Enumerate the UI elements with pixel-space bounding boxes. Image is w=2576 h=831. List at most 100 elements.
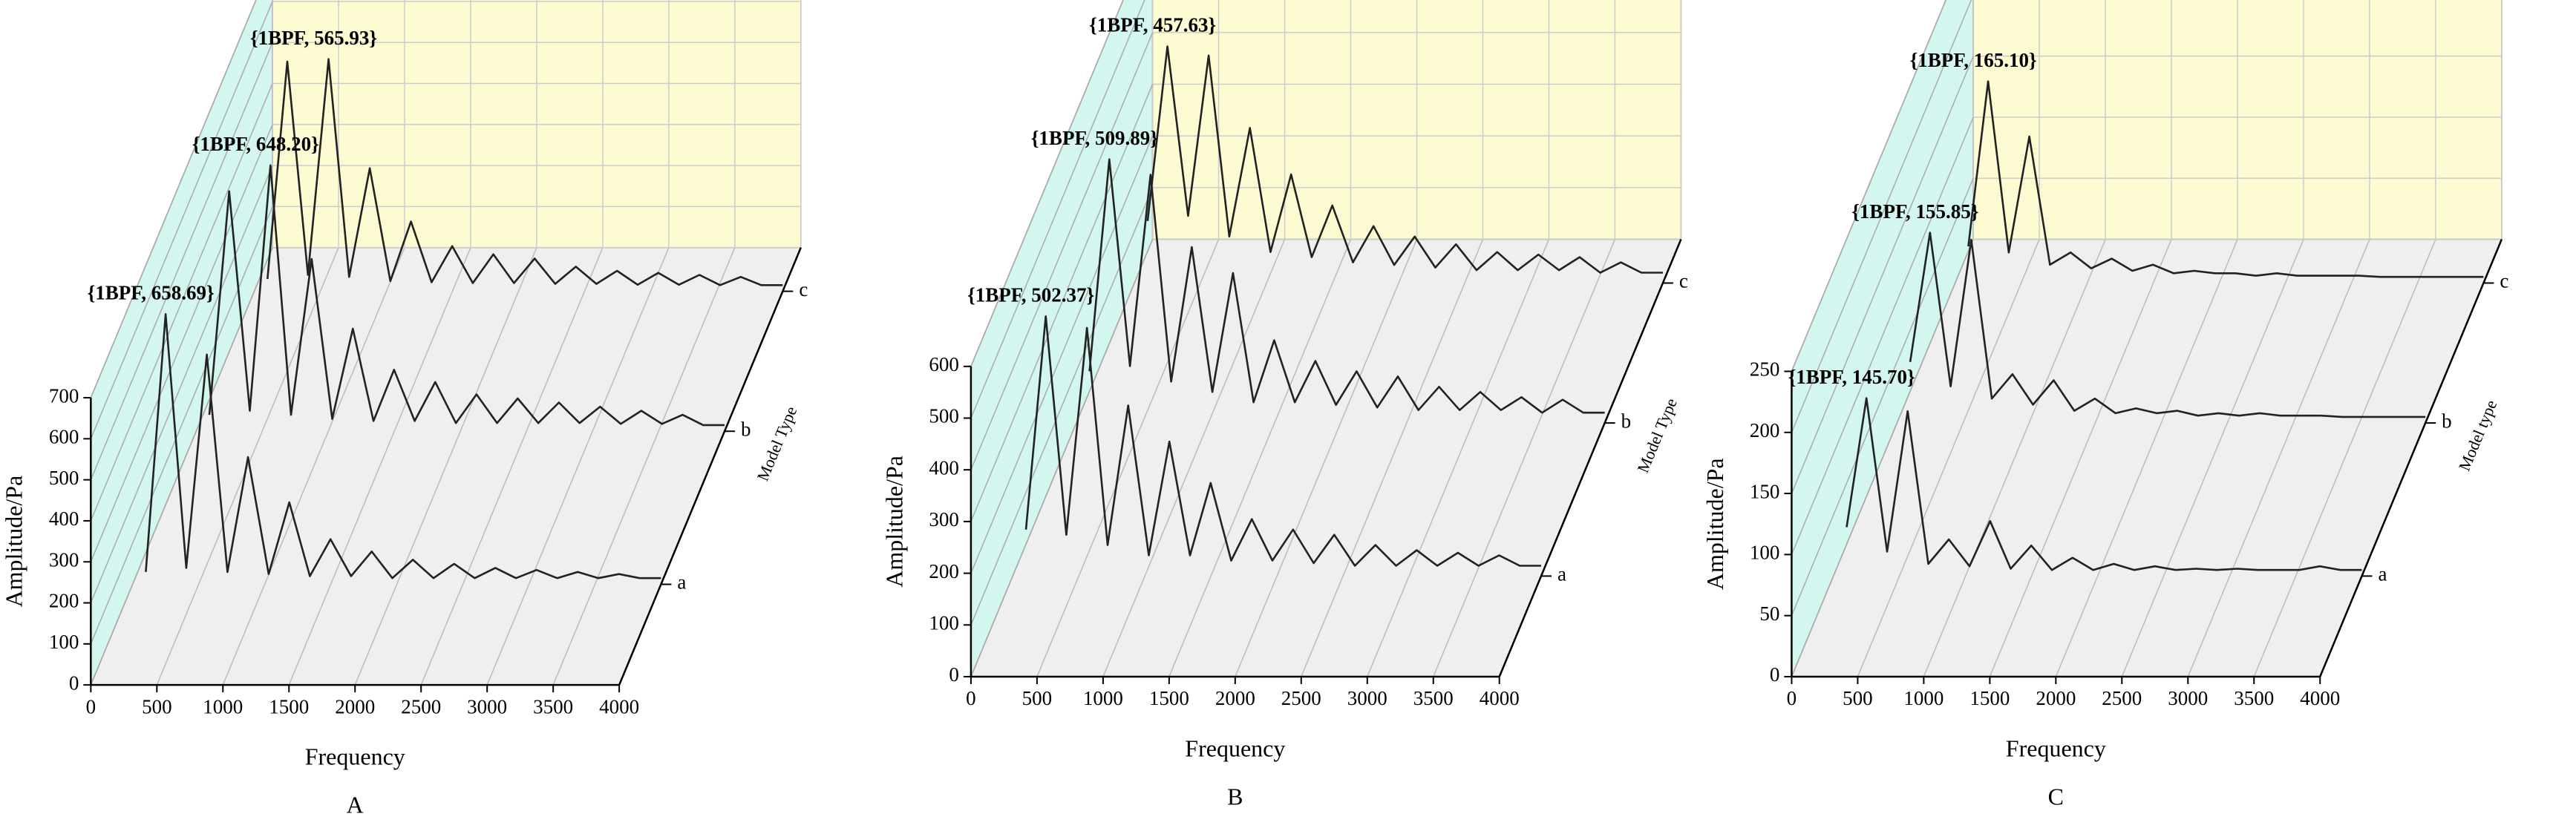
peak-annotation: {1BPF, 648.20}	[192, 133, 319, 155]
x-tick-label: 3000	[1347, 687, 1387, 709]
floor-grid-line	[1433, 239, 1616, 677]
side-grid-line	[970, 84, 1154, 522]
floor-grid-line	[2121, 239, 2304, 677]
x-axis-label: Frequency	[305, 743, 405, 769]
floor-grid-line	[2253, 239, 2436, 677]
x-axis-label: Frequency	[1185, 735, 1285, 761]
y-tick-label: 400	[49, 508, 79, 530]
spectrum-line	[145, 312, 661, 579]
x-tick-label: 0	[86, 695, 97, 717]
x-tick-label: 3500	[533, 695, 573, 717]
y-tick-label: 300	[929, 508, 959, 531]
series-label: b	[741, 418, 751, 440]
y-tick-label: 600	[49, 426, 79, 448]
peak-annotation: {1BPF, 658.69}	[88, 282, 215, 304]
y-tick-label: 250	[1750, 358, 1780, 381]
x-tick-label: 0	[1787, 687, 1797, 709]
y-tick-label: 100	[929, 611, 959, 634]
floor-grid-line	[486, 247, 670, 686]
x-tick-label: 2500	[1281, 687, 1321, 709]
side-grid-line	[970, 187, 1154, 625]
peak-annotation: {1BPF, 145.70}	[1788, 366, 1915, 388]
y-tick-label: 50	[1759, 602, 1779, 625]
x-tick-label: 4000	[2300, 687, 2340, 709]
x-tick-label: 0	[966, 687, 976, 709]
y-tick-label: 200	[929, 560, 959, 582]
y-tick-label: 0	[69, 671, 79, 694]
peak-annotation: {1BPF, 502.37}	[967, 283, 1094, 306]
floor-grid-line	[288, 247, 471, 686]
x-tick-label: 2500	[2102, 687, 2142, 709]
side-grid-line	[1791, 239, 1974, 677]
series-label: a	[2379, 563, 2387, 585]
spectrum-line	[1146, 45, 1663, 274]
floor-grid-line	[1301, 239, 1484, 677]
side-grid-line	[1791, 0, 1972, 433]
z-axis-label: Model Type	[1633, 395, 1681, 476]
z-axis-label: Model Type	[753, 404, 801, 484]
peak-annotation: {1BPF, 155.85}	[1851, 200, 1978, 223]
floor-grid-line	[1989, 239, 2172, 677]
spectrum-line	[208, 164, 725, 427]
peak-annotation: {1BPF, 165.10}	[1910, 49, 2037, 71]
caption: B	[1227, 783, 1243, 809]
y-tick-label: 100	[1750, 542, 1780, 564]
floor-grid-line	[222, 247, 405, 686]
y-tick-label: 500	[929, 405, 959, 427]
side-grid-line	[90, 124, 273, 562]
side-grid-line	[90, 42, 273, 480]
spectrum-line	[1846, 397, 2362, 571]
side-grid-line	[970, 0, 1145, 418]
series-label: b	[1621, 410, 1632, 432]
x-tick-label: 1500	[1149, 687, 1189, 709]
y-tick-label: 600	[929, 353, 959, 375]
series-label: b	[2442, 410, 2452, 432]
x-tick-label: 500	[1843, 687, 1873, 709]
x-tick-label: 2000	[335, 695, 375, 717]
z-axis-label: Model type	[2455, 397, 2501, 473]
y-tick-label: 700	[49, 384, 79, 407]
y-tick-label: 400	[929, 456, 959, 479]
floor-grid-line	[1367, 239, 1550, 677]
y-tick-label: 0	[1770, 663, 1780, 686]
side-grid-line	[970, 135, 1154, 574]
floor-grid-line	[1168, 239, 1352, 677]
spectrum-line	[1024, 315, 1541, 567]
y-tick-label: 100	[49, 631, 79, 653]
y-axis-label: Amplitude/Pa	[880, 456, 907, 588]
x-tick-label: 2000	[2036, 687, 2076, 709]
caption: C	[2048, 783, 2064, 809]
side-grid-line	[1791, 0, 1946, 372]
series-label: a	[1557, 563, 1566, 585]
series-label: c	[2500, 270, 2508, 292]
floor-grid-line	[420, 247, 604, 686]
spectrum-line	[1967, 80, 2484, 278]
floor-grid-line	[552, 247, 736, 686]
z-axis	[618, 247, 802, 686]
floor-grid-line	[1235, 239, 1418, 677]
floor-grid-line	[354, 247, 537, 686]
series-label: a	[677, 571, 686, 594]
side-grid-line	[90, 206, 273, 645]
x-tick-label: 2500	[401, 695, 441, 717]
side-grid-line	[970, 0, 1124, 367]
x-tick-label: 1000	[203, 695, 243, 717]
y-tick-label: 200	[1750, 419, 1780, 441]
side-grid-line	[1791, 177, 1974, 616]
y-axis-label: Amplitude/Pa	[1701, 458, 1728, 590]
peak-annotation: {1BPF, 457.63}	[1089, 14, 1216, 36]
x-tick-label: 3500	[1413, 687, 1454, 709]
side-grid-line	[90, 165, 273, 603]
x-tick-label: 1500	[1969, 687, 2010, 709]
series-label: c	[1679, 270, 1688, 292]
x-tick-label: 1500	[269, 695, 309, 717]
side-grid-line	[1791, 56, 1974, 494]
spectrum-line	[1909, 231, 2426, 418]
floor-grid-line	[156, 247, 339, 686]
caption: A	[347, 791, 364, 818]
floor-grid-line	[2055, 239, 2238, 677]
x-tick-label: 3500	[2234, 687, 2274, 709]
z-axis	[2319, 239, 2503, 677]
x-tick-label: 1000	[1083, 687, 1123, 709]
floor-grid-line	[1102, 239, 1286, 677]
